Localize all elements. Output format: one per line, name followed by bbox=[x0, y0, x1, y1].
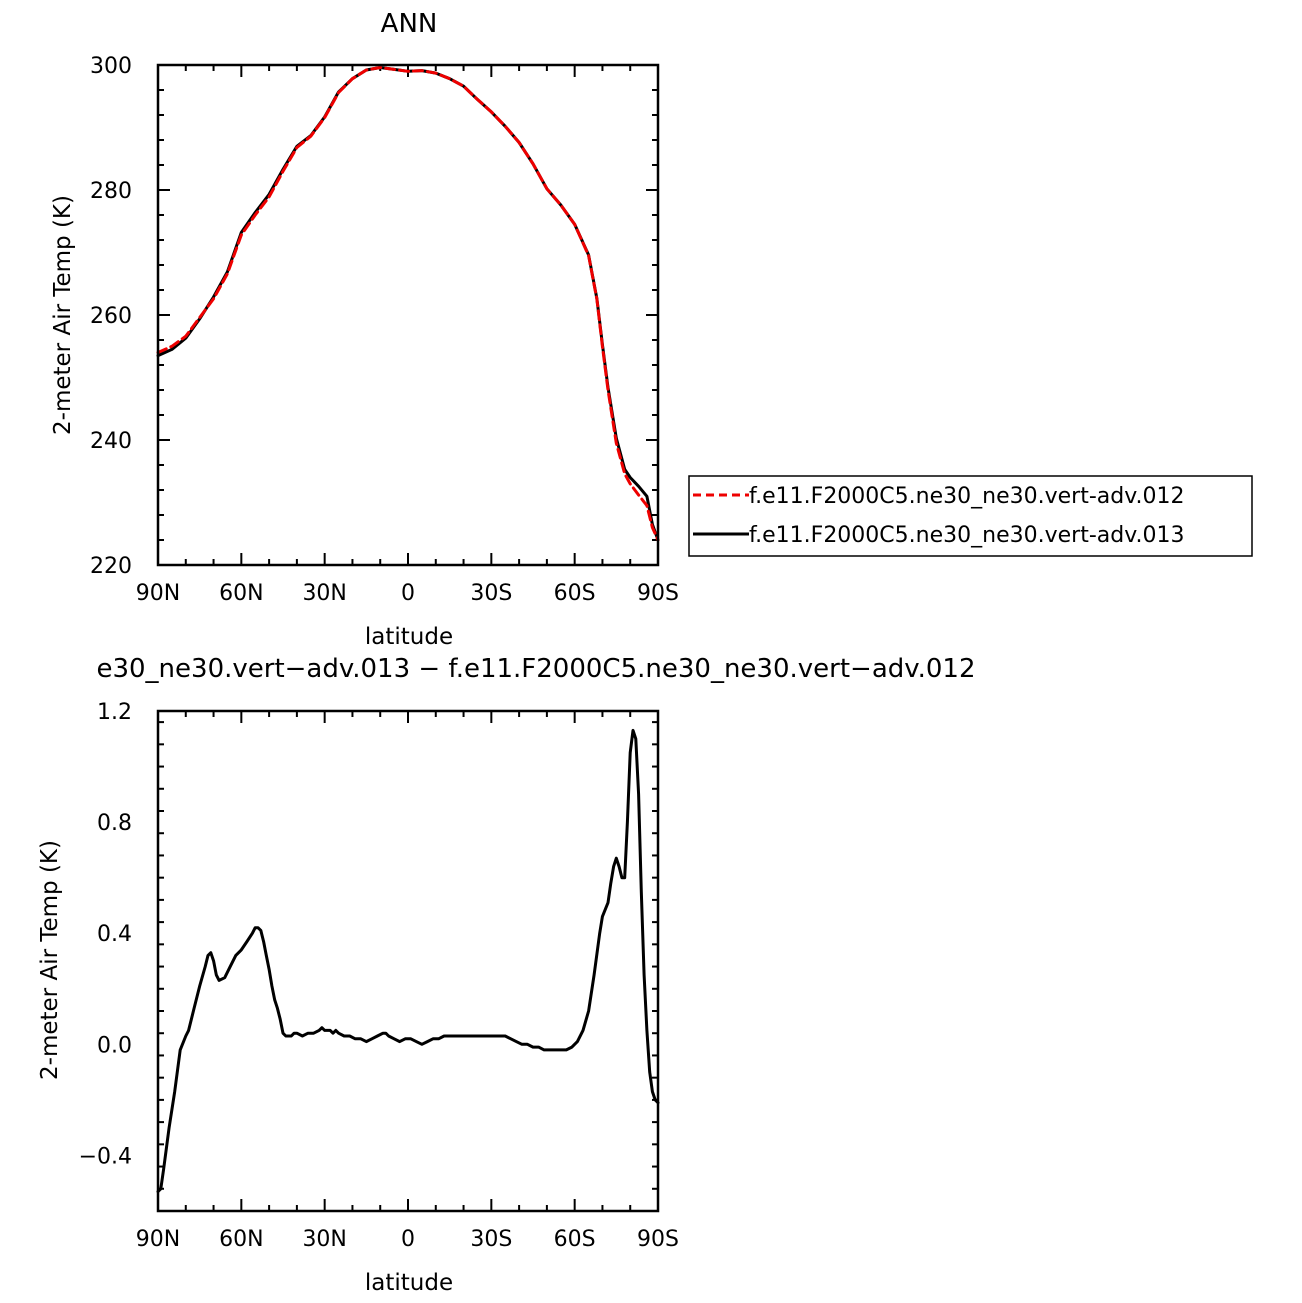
legend-box bbox=[688, 475, 1253, 557]
series-lines bbox=[156, 728, 660, 1194]
series-lines bbox=[156, 66, 660, 542]
x-tick-label: 90S bbox=[637, 1227, 679, 1252]
legend-label-series-013: f.e11.F2000C5.ne30_ne30.vert-adv.013 bbox=[749, 523, 1185, 548]
axis-ticks: 90N 60N 30N 0 30S 60S 90S 220 240 260 280 300 bbox=[90, 54, 679, 606]
series-line-2 bbox=[156, 66, 660, 542]
y-axis-label: 2-meter Air Temp (K) bbox=[37, 840, 63, 1080]
y-tick-label: 0.0 bbox=[97, 1033, 132, 1058]
series-line-1 bbox=[156, 66, 660, 542]
x-tick-label: 90N bbox=[136, 1227, 180, 1252]
legend: f.e11.F2000C5.ne30_ne30.vert-adv.012 f.e… bbox=[688, 475, 1253, 557]
y-tick-label: 300 bbox=[90, 54, 132, 79]
x-tick-label: 60N bbox=[219, 1227, 263, 1252]
y-tick-label: 220 bbox=[90, 554, 132, 579]
x-tick-label: 0 bbox=[401, 1227, 415, 1252]
series-line-1 bbox=[156, 728, 660, 1194]
x-tick-label: 60S bbox=[554, 581, 596, 606]
x-axis-label: latitude bbox=[365, 624, 453, 650]
x-axis-label: latitude bbox=[365, 1270, 453, 1296]
plot-frame bbox=[156, 63, 660, 567]
x-tick-label: 90N bbox=[136, 581, 180, 606]
y-axis-label: 2-meter Air Temp (K) bbox=[50, 195, 76, 435]
difference-title: e30_ne30.vert−adv.013 − f.e11.F2000C5.ne… bbox=[96, 654, 975, 684]
y-tick-label: 0.8 bbox=[97, 811, 132, 836]
chart-title: ANN bbox=[381, 9, 438, 39]
x-tick-label: 60N bbox=[219, 581, 263, 606]
bottom-panel: e30_ne30.vert−adv.013 − f.e11.F2000C5.ne… bbox=[37, 654, 976, 1296]
axis-ticks: 90N 60N 30N 0 30S 60S 90S −0.4 0.0 0.4 0.8 1.2 bbox=[79, 700, 679, 1252]
x-tick-label: 0 bbox=[401, 581, 415, 606]
y-tick-label: 240 bbox=[90, 429, 132, 454]
y-tick-label: 260 bbox=[90, 304, 132, 329]
x-tick-label: 90S bbox=[637, 581, 679, 606]
top-panel: ANN latitude 2-meter Air Temp (K) 90N 60N… bbox=[50, 9, 679, 650]
x-tick-label: 30N bbox=[302, 581, 346, 606]
x-tick-label: 30S bbox=[470, 581, 512, 606]
y-tick-label: 280 bbox=[90, 179, 132, 204]
x-tick-label: 60S bbox=[554, 1227, 596, 1252]
x-tick-label: 30N bbox=[302, 1227, 346, 1252]
x-tick-label: 30S bbox=[470, 1227, 512, 1252]
legend-label-series-012: f.e11.F2000C5.ne30_ne30.vert-adv.012 bbox=[749, 484, 1185, 509]
plot-frame bbox=[156, 709, 660, 1213]
y-tick-label: 1.2 bbox=[97, 700, 132, 725]
y-tick-label: −0.4 bbox=[79, 1144, 132, 1169]
y-tick-label: 0.4 bbox=[97, 922, 132, 947]
